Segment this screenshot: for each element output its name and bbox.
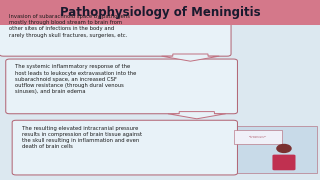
FancyBboxPatch shape xyxy=(12,120,237,175)
Text: Pathophysiology
of Meningitis: Pathophysiology of Meningitis xyxy=(248,135,267,138)
FancyBboxPatch shape xyxy=(0,9,231,56)
FancyBboxPatch shape xyxy=(0,0,320,25)
Polygon shape xyxy=(168,112,226,119)
Text: Invasion of subarachnoid space by pathogens
mostly through blood stream to brain: Invasion of subarachnoid space by pathog… xyxy=(9,14,130,38)
Polygon shape xyxy=(162,54,219,61)
FancyBboxPatch shape xyxy=(6,59,237,114)
Text: The systemic inflammatory response of the
host leads to leukocyte extravasation : The systemic inflammatory response of th… xyxy=(15,64,137,94)
FancyBboxPatch shape xyxy=(272,155,295,170)
FancyBboxPatch shape xyxy=(230,126,317,173)
Circle shape xyxy=(277,145,291,152)
Text: The resulting elevated intracranial pressure
results in compression of brain tis: The resulting elevated intracranial pres… xyxy=(22,126,142,149)
Text: Pathophysiology of Meningitis: Pathophysiology of Meningitis xyxy=(60,6,260,19)
FancyBboxPatch shape xyxy=(234,130,282,144)
